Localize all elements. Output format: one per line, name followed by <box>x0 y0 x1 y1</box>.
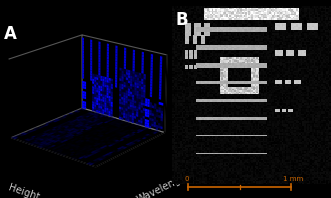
Text: A: A <box>3 25 16 43</box>
Text: B: B <box>175 11 188 29</box>
Y-axis label: Wavelength: Wavelength <box>135 170 192 198</box>
Text: 0: 0 <box>184 176 189 182</box>
X-axis label: Height: Height <box>8 183 41 198</box>
Text: 1 mm: 1 mm <box>283 176 303 182</box>
